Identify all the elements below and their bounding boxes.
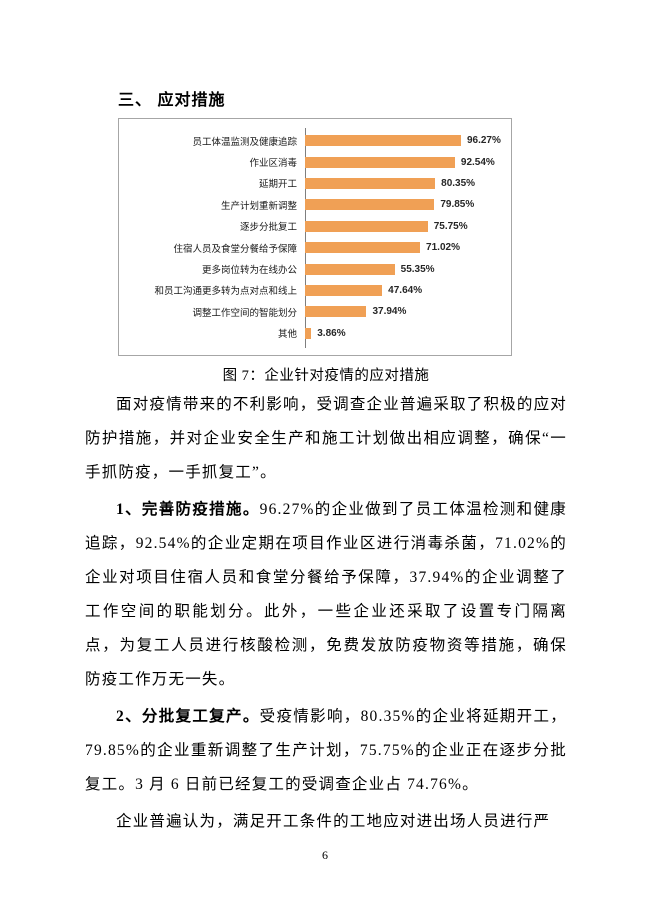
chart-bar [305,199,435,211]
chart-value-label: 71.02% [426,242,460,254]
chart-row: 逐步分批复工 75.75% [119,216,511,237]
chart-category-label: 更多岗位转为在线办公 [201,266,297,277]
chart-bar [305,284,383,296]
paragraph-lead: 2、分批复工复产。 [116,708,260,725]
chart-category-label: 和员工沟通更多转为点对点和线上 [154,287,297,298]
paragraph-intro: 面对疫情带来的不利影响，受调查企业普遍采取了积极的应对防护措施，并对企业安全生产… [85,388,567,490]
chart-category-label: 生产计划重新调整 [220,201,297,212]
paragraph-lead: 1、完善防疫措施。 [116,501,260,518]
chart-row: 调整工作空间的智能划分 37.94% [119,301,511,322]
chart-category-label: 其他 [277,330,297,341]
paragraph-measure-2: 2、分批复工复产。受疫情影响，80.35%的企业将延期开工，79.85%的企业重… [85,700,567,802]
chart-row: 员工体温监测及健康追踪 96.27% [119,130,511,151]
figure-caption: 图 7：企业针对疫情的应对措施 [222,368,430,384]
paragraph-closing: 企业普遍认为，满足开工条件的工地应对进出场人员进行严 [85,805,567,839]
chart-value-label: 75.75% [433,220,468,232]
body-text: 面对疫情带来的不利影响，受调查企业普遍采取了积极的应对防护措施，并对企业安全生产… [85,388,567,842]
paragraph-measure-1: 1、完善防疫措施。96.27%的企业做到了员工体温检测和健康追踪，92.54%的… [85,493,567,697]
chart-value-label: 37.94% [372,306,407,318]
chart-axis-line [305,128,306,348]
chart-bar [305,156,455,168]
chart-category-label: 调整工作空间的智能划分 [192,308,297,319]
paragraph-text: 受疫情影响，80.35%的企业将延期开工，79.85%的企业重新调整了生产计划，… [85,708,567,793]
chart-category-label: 作业区消毒 [249,159,297,170]
chart-value-label: 79.85% [440,199,475,211]
chart-value-label: 96.27% [466,135,501,147]
chart-bar [305,177,436,189]
chart-row: 其他 3.86% [119,323,511,344]
chart-bar [305,327,312,339]
chart-bar [305,263,395,275]
chart-row: 和员工沟通更多转为点对点和线上 47.64% [119,280,511,301]
chart-bar [305,306,367,318]
chart-bar [305,220,428,232]
chart-category-label: 住宿人员及食堂分餐给予保障 [173,244,297,255]
chart-value-label: 92.54% [460,156,495,168]
chart-bar [305,242,421,254]
chart-value-label: 55.35% [400,263,435,275]
chart-value-label: 80.35% [441,177,476,189]
paragraph-text: 企业普遍认为，满足开工条件的工地应对进出场人员进行严 [116,813,551,830]
paragraph-text: 96.27%的企业做到了员工体温检测和健康追踪，92.54%的企业定期在项目作业… [85,501,567,688]
chart-value-label: 47.64% [388,284,423,296]
chart-category-label: 员工体温监测及健康追踪 [192,137,297,148]
chart-bar [305,135,461,147]
chart-row: 更多岗位转为在线办公 55.35% [119,258,511,279]
section-heading: 三、 应对措施 [118,92,226,109]
chart-value-label: 3.86% [317,327,346,339]
chart-category-label: 延期开工 [258,180,297,191]
chart-row: 住宿人员及食堂分餐给予保障 71.02% [119,237,511,258]
chart-row: 作业区消毒 92.54% [119,151,511,172]
page-number: 6 [322,848,328,862]
chart-category-label: 逐步分批复工 [239,223,297,234]
bar-chart: 员工体温监测及健康追踪 96.27% 作业区消毒 92.54% 延期开工 80.35% 生产… [118,118,512,356]
chart-rows: 员工体温监测及健康追踪 96.27% 作业区消毒 92.54% 延期开工 80.35% 生产… [119,130,511,344]
paragraph-text: 面对疫情带来的不利影响，受调查企业普遍采取了积极的应对防护措施，并对企业安全生产… [85,396,567,481]
chart-row: 生产计划重新调整 79.85% [119,194,511,215]
chart-row: 延期开工 80.35% [119,173,511,194]
